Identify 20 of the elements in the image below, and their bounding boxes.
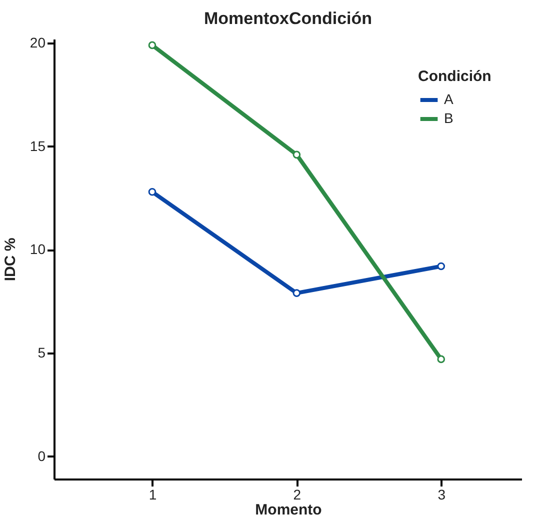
point bbox=[148, 41, 156, 50]
legend-label: B bbox=[444, 110, 454, 126]
x-tick-label: 2 bbox=[293, 486, 302, 502]
y-tick-label: 5 bbox=[38, 344, 46, 360]
x-tick-label: 3 bbox=[438, 486, 446, 502]
y-tick-label: 0 bbox=[38, 448, 46, 464]
point bbox=[148, 188, 156, 196]
point bbox=[437, 355, 446, 364]
legend-title: Condición bbox=[418, 68, 492, 85]
y-tick-label: 20 bbox=[30, 34, 46, 51]
x-axis-title: Momento bbox=[255, 502, 322, 518]
y-axis-title: IDC % bbox=[2, 238, 19, 282]
point bbox=[292, 289, 301, 297]
y-tick-label: 15 bbox=[30, 138, 46, 154]
x-tick-label: 1 bbox=[148, 486, 157, 502]
chart-title: MomentoxCondición bbox=[204, 9, 372, 28]
legend-label: A bbox=[444, 91, 454, 107]
y-tick-label: 10 bbox=[30, 241, 46, 258]
point bbox=[437, 262, 446, 270]
point bbox=[292, 150, 301, 159]
